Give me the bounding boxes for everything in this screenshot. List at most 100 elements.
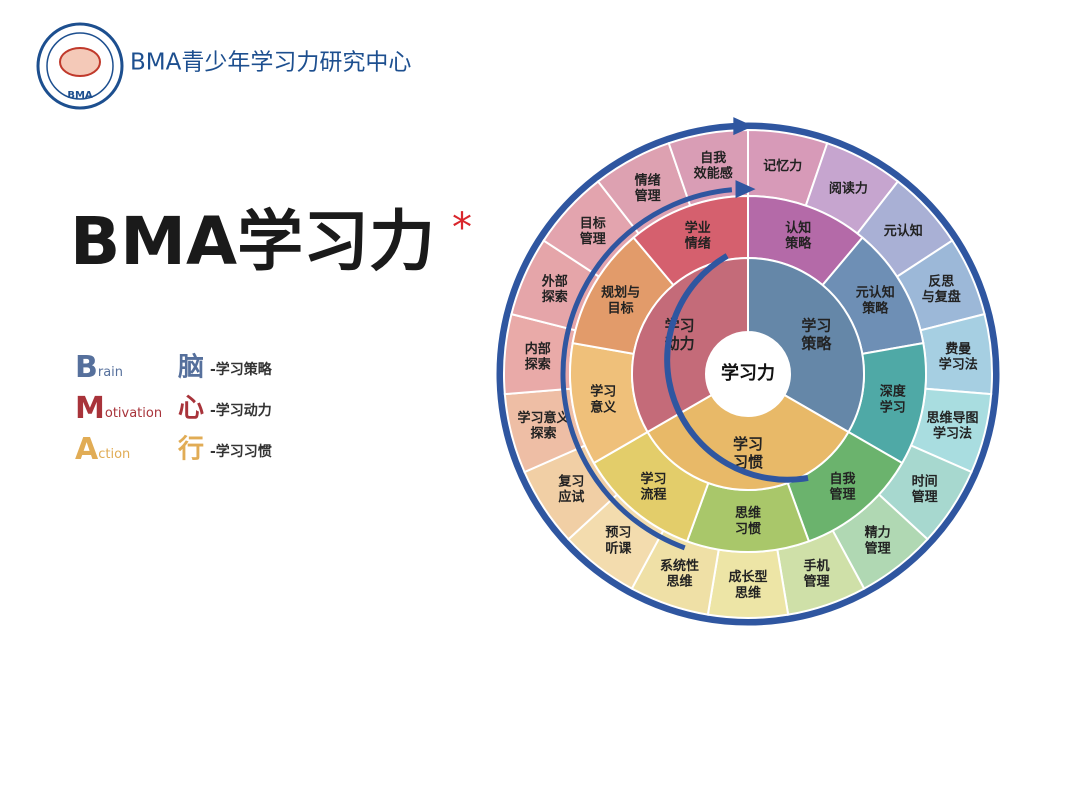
outer-label-line: 应试 (558, 489, 584, 505)
outer-label: 目标管理 (580, 215, 606, 247)
arrow-head (733, 117, 754, 136)
logo-brain (59, 47, 101, 77)
outer-label-line: 管理 (804, 573, 830, 589)
outer-label: 费曼学习法 (939, 340, 978, 372)
outer-label-line: 思维 (735, 584, 761, 600)
outer-label: 学习意义探索 (517, 409, 570, 441)
outer-label: 成长型思维 (728, 569, 767, 601)
middle-label-line: 意义 (590, 399, 617, 415)
outer-label: 元认知 (884, 223, 923, 239)
outer-label-line: 学习法 (933, 425, 972, 441)
outer-label-line: 元认知 (884, 223, 923, 239)
legend-letter: A (75, 432, 99, 467)
legend: Brain 脑 -学习策略 Motivation 心 -学习动力 Action 行 -学习习惯 (75, 350, 273, 467)
middle-label: 认知策略 (785, 220, 812, 252)
legend-desc: -学习习惯 (210, 443, 272, 460)
outer-label-line: 探索 (525, 356, 551, 372)
org-name: BMA青少年学习力研究中心 (130, 50, 411, 76)
legend-rest: ction (98, 447, 130, 462)
outer-label-line: 与复盘 (922, 289, 961, 305)
outer-label: 自我效能感 (694, 150, 733, 182)
outer-label-line: 反思 (928, 273, 954, 289)
inner-label-line: 动力 (665, 334, 695, 352)
outer-label-line: 目标 (580, 215, 606, 231)
outer-label-line: 精力 (865, 524, 891, 540)
title-mark: * (452, 205, 472, 251)
outer-label-line: 情绪 (635, 172, 661, 188)
middle-label: 学习意义 (590, 383, 617, 415)
middle-arc (560, 187, 733, 551)
outer-label: 反思与复盘 (922, 273, 961, 305)
legend-key: Action (75, 432, 130, 467)
middle-label-line: 元认知 (856, 284, 895, 300)
outer-label-line: 学习法 (939, 356, 978, 372)
center-label: 学习力 (721, 362, 775, 384)
inner-label-line: 学习 (733, 435, 763, 453)
outer-label-line: 管理 (865, 540, 891, 556)
middle-label: 元认知策略 (856, 284, 895, 316)
outer-label-line: 阅读力 (829, 180, 868, 196)
inner-label: 学习习惯 (733, 435, 763, 471)
outer-label: 记忆力 (763, 157, 802, 173)
center-circle (706, 332, 790, 416)
outer-label-line: 思维 (666, 573, 692, 589)
legend-key: Motivation (75, 391, 162, 426)
outer-label-line: 探索 (530, 425, 556, 441)
legend-char: 行 (177, 434, 204, 465)
legend-key: Brain (75, 350, 123, 385)
middle-label-line: 学习 (880, 399, 906, 415)
logo-text: BMA (67, 90, 93, 101)
outer-label: 精力管理 (865, 524, 891, 556)
outer-label: 系统性思维 (660, 557, 699, 589)
outer-label-line: 管理 (912, 489, 938, 505)
wheel: 记忆力阅读力元认知反思与复盘费曼学习法思维导图学习法时间管理精力管理手机管理成长… (496, 117, 1000, 626)
legend-letter: M (75, 391, 105, 426)
outer-label-line: 内部 (525, 340, 551, 356)
legend-char: 脑 (178, 353, 204, 383)
outer-label: 情绪管理 (635, 172, 661, 204)
middle-label-line: 思维 (735, 505, 761, 521)
middle-label-line: 目标 (608, 300, 634, 316)
middle-label-line: 规划与 (601, 284, 640, 300)
outer-label-line: 记忆力 (763, 157, 802, 173)
middle-label-line: 管理 (829, 486, 855, 502)
middle-label-line: 习惯 (735, 520, 761, 536)
outer-label-line: 费曼 (945, 340, 971, 356)
inner-label-line: 学习 (801, 316, 831, 334)
inner-label-line: 习惯 (733, 453, 763, 471)
middle-label-line: 学习 (641, 470, 667, 486)
outer-label-line: 效能感 (694, 165, 733, 181)
legend-char: 心 (178, 394, 204, 424)
logo-inner-ring (46, 32, 114, 100)
outer-label: 外部探索 (541, 273, 568, 305)
legend-rest: otivation (105, 406, 162, 421)
legend-desc: -学习动力 (210, 402, 272, 419)
outer-label-line: 复习 (557, 473, 584, 489)
outer-label-line: 听课 (605, 540, 632, 556)
legend-letter: B (75, 350, 98, 385)
middle-label: 深度学习 (880, 383, 907, 415)
outer-label-line: 外部 (541, 273, 568, 289)
outer-label: 思维导图学习法 (927, 409, 979, 441)
outer-label-line: 手机 (804, 557, 830, 573)
outer-label: 预习听课 (605, 525, 632, 556)
middle-label-line: 策略 (862, 300, 889, 316)
outer-label-line: 预习 (605, 525, 631, 540)
legend-desc: -学习策略 (210, 361, 273, 378)
outer-label-line: 探索 (542, 289, 568, 305)
outer-label-line: 自我 (700, 150, 726, 166)
outer-label: 阅读力 (829, 180, 868, 196)
arrow-head (735, 180, 756, 199)
middle-label: 自我管理 (829, 470, 855, 502)
inner-label-line: 策略 (800, 334, 832, 352)
legend-rest: rain (98, 365, 123, 380)
middle-label-line: 认知 (785, 220, 811, 236)
middle-label-line: 自我 (829, 470, 855, 486)
outer-label-line: 管理 (580, 230, 606, 246)
outer-label-line: 系统性 (660, 557, 699, 573)
middle-label-line: 策略 (785, 235, 812, 251)
outer-label: 时间管理 (912, 473, 938, 505)
middle-label: 学习流程 (641, 470, 667, 502)
outer-label-line: 思维导图 (927, 409, 979, 425)
